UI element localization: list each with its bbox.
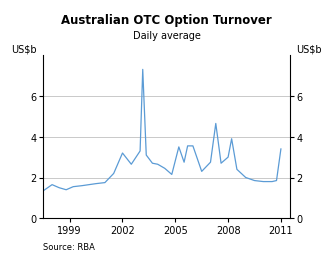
Text: Australian OTC Option Turnover: Australian OTC Option Turnover (61, 14, 272, 27)
Text: US$b: US$b (296, 44, 322, 54)
Text: US$b: US$b (11, 44, 37, 54)
Text: Daily average: Daily average (133, 31, 200, 41)
Text: Source: RBA: Source: RBA (43, 243, 95, 251)
